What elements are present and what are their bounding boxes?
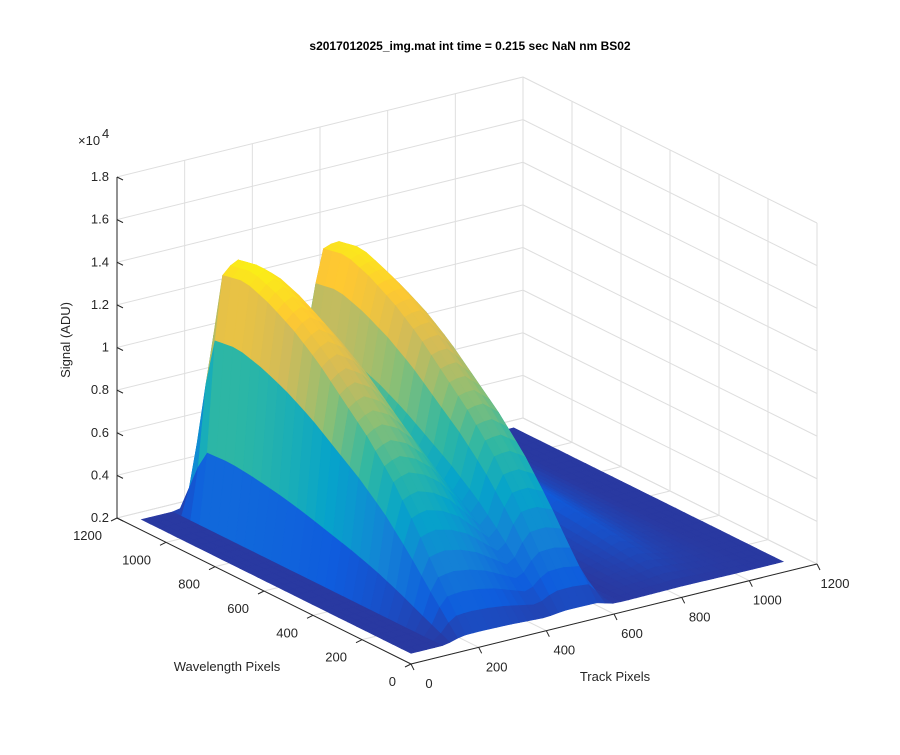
x-axis-label: Track Pixels [580,669,651,684]
x-tick-mark [748,580,753,587]
z-tick-label: 1.2 [91,297,109,312]
y-tick-label: 200 [325,650,347,665]
z-tick-mark [116,389,124,394]
x-tick-mark [410,663,415,671]
z-tick-mark [116,261,124,266]
z-tick-label: 1.8 [91,169,109,184]
z-tick-mark [116,347,124,351]
z-tick-label: 1.4 [91,254,109,269]
y-tick-label: 0 [389,674,396,689]
x-tick-mark [816,563,821,571]
z-tick-mark [116,219,124,224]
z-axis-label: Signal (ADU) [58,302,73,378]
z-tick-label: 0.6 [91,425,109,440]
z-exponent: ×10 4 [78,126,109,148]
z-tick-mark [116,432,124,437]
z-exponent-power: 4 [102,126,109,141]
x-tick-mark [545,630,550,637]
x-tick-mark [681,597,686,604]
y-tick-label: 1200 [73,528,102,543]
x-tick-label: 0 [425,676,432,691]
y-tick-mark [208,566,216,571]
y-tick-mark [355,639,363,644]
z-tick-label: 0.4 [91,467,109,482]
y-tick-label: 400 [276,625,298,640]
x-tick-mark [478,647,483,654]
chart-title: s2017012025_img.mat int time = 0.215 sec… [309,39,631,53]
z-tick-mark [116,304,124,309]
y-tick-mark [110,517,118,522]
y-tick-label: 600 [227,601,249,616]
x-tick-label: 200 [486,659,508,674]
y-tick-label: 800 [178,577,200,592]
surface-layer [140,240,785,654]
z-tick-label: 1.6 [91,212,109,227]
surface-patch [401,646,420,654]
x-tick-label: 800 [689,609,711,624]
y-tick-label: 1000 [122,552,151,567]
x-tick-label: 600 [621,626,643,641]
x-tick-label: 1000 [753,593,782,608]
y-axis-label: Wavelength Pixels [174,659,281,674]
x-tick-label: 1200 [821,576,850,591]
z-tick-mark [116,474,124,479]
z-tick-label: 0.8 [91,382,109,397]
z-exponent-base: ×10 [78,133,100,148]
z-tick-label: 0.2 [91,510,109,525]
y-tick-mark [257,590,265,595]
y-tick-mark [306,614,314,619]
x-tick-label: 400 [553,643,575,658]
x-tick-mark [613,613,618,621]
axes-layer: 0 200 400 600 800 1000 1200 0 200 400 600 800 1000 12… [73,169,849,691]
z-tick-mark [116,176,124,181]
y-tick-mark [159,541,167,546]
y-tick-mark [404,663,412,668]
z-tick-label: 1 [102,340,109,355]
z-tick-mark [116,517,124,522]
